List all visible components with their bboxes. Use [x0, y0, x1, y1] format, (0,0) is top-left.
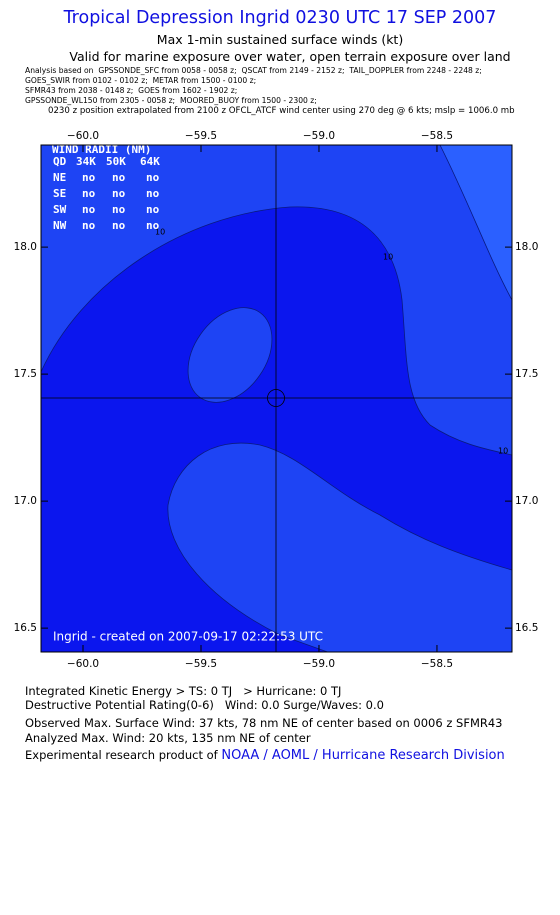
- wind-radii-header: QD: [53, 155, 67, 168]
- title: Tropical Depression Ingrid 0230 UTC 17 S…: [63, 8, 497, 28]
- wind-radii-cell: no: [146, 171, 160, 184]
- wind-radii-title: WIND RADII (NM): [52, 143, 151, 156]
- wind-radii-cell: no: [112, 219, 126, 232]
- summary-line: Analyzed Max. Wind: 20 kts, 135 nm NE of…: [25, 731, 311, 745]
- wind-radii-cell: no: [112, 187, 126, 200]
- credit-link[interactable]: NOAA / AOML / Hurricane Research Divisio…: [221, 748, 505, 763]
- wind-radii-cell: no: [146, 187, 160, 200]
- wind-radii-header: 50K: [106, 155, 126, 168]
- x-tick-label: −58.5: [421, 658, 453, 670]
- wind-radii-cell: NW: [53, 219, 67, 232]
- y-tick-label: 16.5: [14, 622, 37, 634]
- analysis-note: SFMR43 from 2038 - 0148 z; GOES from 160…: [25, 86, 238, 95]
- summary-line: Integrated Kinetic Energy > TS: 0 TJ > H…: [25, 684, 342, 698]
- analysis-note: GOES_SWIR from 0102 - 0102 z; METAR from…: [25, 76, 257, 85]
- map-footer: Ingrid - created on 2007-09-17 02:22:53 …: [53, 630, 323, 644]
- valid-note: Valid for marine exposure over water, op…: [69, 49, 511, 64]
- y-tick-label: 17.0: [14, 495, 37, 507]
- wind-radii-cell: NE: [53, 171, 66, 184]
- y-tick-label: 17.5: [14, 368, 37, 380]
- y-tick-label: 16.5: [515, 622, 538, 634]
- analysis-note: Analysis based on GPSSONDE_SFC from 0058…: [25, 66, 482, 75]
- wind-radii-cell: no: [146, 203, 160, 216]
- y-tick-label: 17.5: [515, 368, 538, 380]
- wind-radii-cell: no: [112, 171, 126, 184]
- contour-label: 10: [155, 228, 165, 237]
- storm-center: [267, 389, 285, 407]
- y-tick-label: 18.0: [14, 241, 37, 253]
- subtitle: Max 1-min sustained surface winds (kt): [156, 32, 404, 47]
- contour-label: 10: [498, 447, 508, 456]
- summary-line: Observed Max. Surface Wind: 37 kts, 78 n…: [25, 716, 503, 730]
- wind-radii-header: 34K: [76, 155, 96, 168]
- wind-radii-cell: no: [82, 171, 96, 184]
- summary-line: Destructive Potential Rating(0-6) Wind: …: [25, 698, 384, 712]
- wind-radii-cell: SW: [53, 203, 67, 216]
- wind-radii-cell: no: [82, 203, 96, 216]
- map: 10 10 10 WIND RADII (NM) QD 34K 50K 64K NE no…: [14, 130, 539, 670]
- map-frame: [40, 144, 513, 653]
- credit-text: Experimental research product of: [25, 748, 218, 762]
- wind-radii-cell: no: [112, 203, 126, 216]
- wind-radii-cell: SE: [53, 187, 66, 200]
- contour-region: [187, 307, 273, 403]
- y-tick-label: 18.0: [515, 241, 538, 253]
- wind-radii-header: 64K: [140, 155, 160, 168]
- x-tick-label: −58.5: [421, 130, 453, 142]
- x-tick-label: −59.5: [185, 130, 217, 142]
- x-tick-label: −59.0: [303, 658, 335, 670]
- wind-radii-cell: no: [146, 219, 160, 232]
- wind-field: [41, 145, 512, 652]
- credit: Experimental research product of NOAA / …: [25, 748, 505, 763]
- x-tick-label: −59.5: [185, 658, 217, 670]
- analysis-note: GPSSONDE_WL150 from 2305 - 0058 z; MOORE…: [25, 96, 317, 105]
- x-tick-label: −59.0: [303, 130, 335, 142]
- position-note: 0230 z position extrapolated from 2100 z…: [48, 106, 515, 116]
- x-tick-label: −60.0: [67, 658, 99, 670]
- y-tick-label: 17.0: [515, 495, 538, 507]
- contour-label: 10: [383, 253, 393, 262]
- contour-region: [167, 442, 512, 652]
- x-tick-label: −60.0: [67, 130, 99, 142]
- wind-radii-table: WIND RADII (NM) QD 34K 50K 64K NE no no no SE no n…: [52, 143, 160, 232]
- wind-radii-cell: no: [82, 219, 96, 232]
- wind-radii-cell: no: [82, 187, 96, 200]
